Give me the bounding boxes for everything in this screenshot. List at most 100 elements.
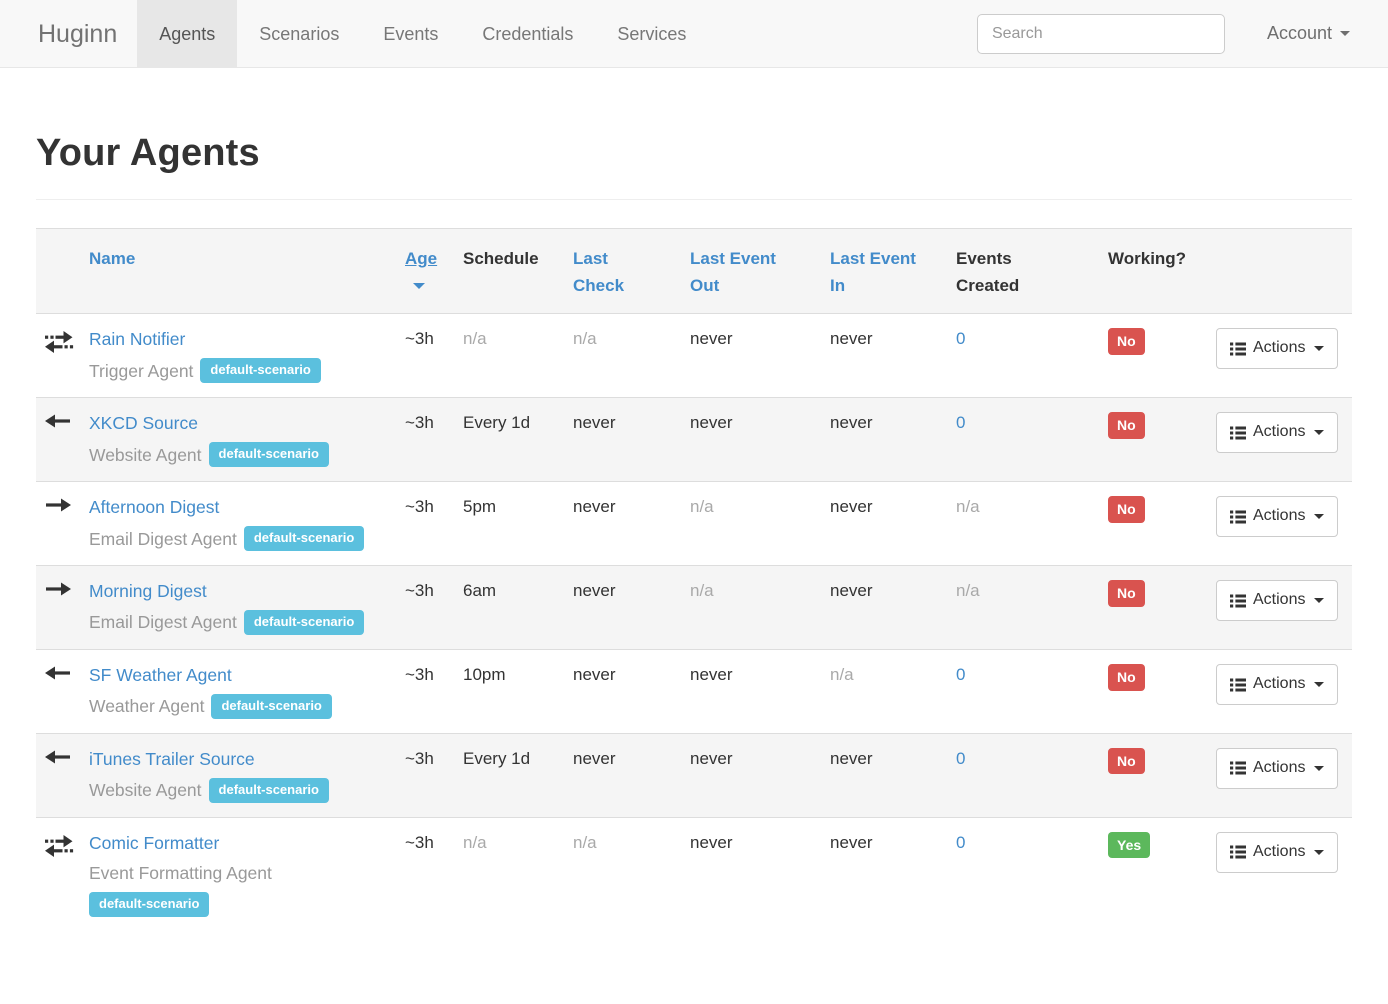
name-cell: Morning Digest Email Digest Agent default-…	[81, 565, 397, 650]
nav-item-scenarios[interactable]: Scenarios	[259, 24, 340, 44]
actions-button-label: Actions	[1253, 507, 1306, 525]
schedule-cell: 6am	[455, 565, 565, 650]
sort-by-last-check-link[interactable]: Last Check	[573, 249, 625, 296]
agent-type-label: Website Agent	[89, 444, 202, 465]
search-input[interactable]	[976, 13, 1225, 54]
scenario-badge[interactable]: default-scenario	[243, 526, 365, 552]
sort-by-name-link[interactable]: Name	[89, 249, 136, 268]
last-event-out-cell: never	[682, 817, 822, 932]
actions-button-label: Actions	[1253, 339, 1306, 357]
events-created-link[interactable]: 0	[956, 665, 966, 685]
agent-name-link[interactable]: Morning Digest	[89, 581, 207, 602]
name-cell: Comic Formatter Event Formatting Agent def…	[81, 817, 397, 932]
working-cell: No	[1100, 313, 1208, 398]
events-created-cell: 0	[948, 733, 1100, 818]
list-icon	[1230, 426, 1246, 440]
list-icon	[1230, 510, 1246, 524]
events-created-cell: 0	[948, 397, 1100, 482]
last-check-cell: never	[565, 649, 682, 734]
last-check-cell: n/a	[565, 817, 682, 932]
agent-subline: Event Formatting Agent default-scenario	[89, 862, 369, 918]
flow-icon-cell	[36, 733, 81, 818]
working-badge: No	[1108, 664, 1145, 691]
events-created-link[interactable]: 0	[956, 833, 966, 853]
column-header-actions	[1208, 227, 1352, 314]
last-event-in-cell: never	[822, 733, 948, 818]
agent-row: XKCD Source Website Agent default-scenario…	[36, 397, 1352, 482]
agent-row: Morning Digest Email Digest Agent default-…	[36, 565, 1352, 650]
column-header-last-check: Last Check	[565, 227, 682, 314]
column-header-schedule: Schedule	[455, 227, 565, 314]
caret-down-icon	[1314, 514, 1325, 520]
actions-cell: Actions	[1208, 565, 1352, 650]
nav-item-events[interactable]: Events	[383, 24, 439, 44]
scenario-badge[interactable]: default-scenario	[208, 778, 329, 804]
agent-name-link[interactable]: Rain Notifier	[89, 329, 186, 350]
navbar: Huginn Agents Scenarios Events Credentia…	[0, 0, 1388, 68]
nav-item-agents[interactable]: Agents	[137, 0, 238, 68]
account-menu[interactable]: Account	[1267, 23, 1350, 44]
agent-name-link[interactable]: iTunes Trailer Source	[89, 749, 255, 770]
last-event-out-cell: never	[682, 313, 822, 398]
sort-by-last-event-out-link[interactable]: Last Event Out	[690, 249, 776, 296]
agent-name-link[interactable]: Comic Formatter	[89, 833, 220, 854]
arrow-left-icon	[45, 414, 73, 428]
working-cell: No	[1100, 649, 1208, 734]
sort-by-last-event-in-link[interactable]: Last Event In	[830, 249, 916, 296]
actions-button[interactable]: Actions	[1216, 664, 1339, 705]
actions-button[interactable]: Actions	[1216, 580, 1339, 621]
schedule-cell: Every 1d	[455, 397, 565, 482]
flow-icon-cell	[36, 649, 81, 734]
agent-row: Comic Formatter Event Formatting Agent def…	[36, 817, 1352, 932]
agent-name-link[interactable]: XKCD Source	[89, 413, 198, 434]
actions-cell: Actions	[1208, 649, 1352, 734]
schedule-cell: 10pm	[455, 649, 565, 734]
schedule-cell: n/a	[455, 313, 565, 398]
actions-button[interactable]: Actions	[1216, 832, 1339, 873]
flow-icon-cell	[36, 481, 81, 566]
events-created-link[interactable]: 0	[956, 749, 966, 769]
scenario-badge[interactable]: default-scenario	[243, 610, 365, 636]
search-form	[976, 13, 1225, 54]
actions-button-label: Actions	[1253, 759, 1306, 777]
last-check-cell: never	[565, 481, 682, 566]
nav-item-services[interactable]: Services	[617, 24, 687, 44]
working-badge: Yes	[1108, 832, 1151, 859]
sort-by-age-link[interactable]: Age	[405, 249, 438, 268]
working-cell: No	[1100, 733, 1208, 818]
schedule-cell: 5pm	[455, 481, 565, 566]
agent-type-label: Website Agent	[89, 780, 202, 801]
name-cell: SF Weather Agent Weather Agent default-sce…	[81, 649, 397, 734]
events-created-cell: n/a	[948, 481, 1100, 566]
last-check-cell: never	[565, 733, 682, 818]
scenario-badge[interactable]: default-scenario	[208, 442, 329, 468]
agent-row: iTunes Trailer Source Website Agent defaul…	[36, 733, 1352, 818]
nav-item-credentials[interactable]: Credentials	[482, 24, 574, 44]
actions-button[interactable]: Actions	[1216, 496, 1339, 537]
agent-row: Afternoon Digest Email Digest Agent defaul…	[36, 481, 1352, 566]
events-created-link[interactable]: 0	[956, 329, 966, 349]
actions-button[interactable]: Actions	[1216, 412, 1339, 453]
agent-name-link[interactable]: SF Weather Agent	[89, 665, 232, 686]
huginn-brand[interactable]: Huginn	[38, 20, 118, 48]
actions-cell: Actions	[1208, 481, 1352, 566]
agent-name-link[interactable]: Afternoon Digest	[89, 497, 220, 518]
schedule-cell: n/a	[455, 817, 565, 932]
working-cell: No	[1100, 481, 1208, 566]
events-created-link[interactable]: 0	[956, 413, 966, 433]
list-icon	[1230, 594, 1246, 608]
last-event-out-cell: n/a	[682, 565, 822, 650]
actions-button[interactable]: Actions	[1216, 748, 1339, 789]
scenario-badge[interactable]: default-scenario	[200, 358, 321, 384]
name-cell: Afternoon Digest Email Digest Agent defaul…	[81, 481, 397, 566]
actions-button[interactable]: Actions	[1216, 328, 1339, 369]
scenario-badge[interactable]: default-scenario	[89, 892, 210, 918]
last-event-in-cell: never	[822, 481, 948, 566]
caret-down-icon	[1314, 765, 1325, 771]
flow-icon-cell	[36, 565, 81, 650]
scenario-badge[interactable]: default-scenario	[211, 694, 332, 720]
table-header-row: Name Age Schedule Last Check Last Event …	[36, 227, 1352, 314]
column-header-last-event-out: Last Event Out	[682, 227, 822, 314]
actions-button-label: Actions	[1253, 675, 1306, 693]
agent-subline: Website Agent default-scenario	[89, 442, 369, 468]
